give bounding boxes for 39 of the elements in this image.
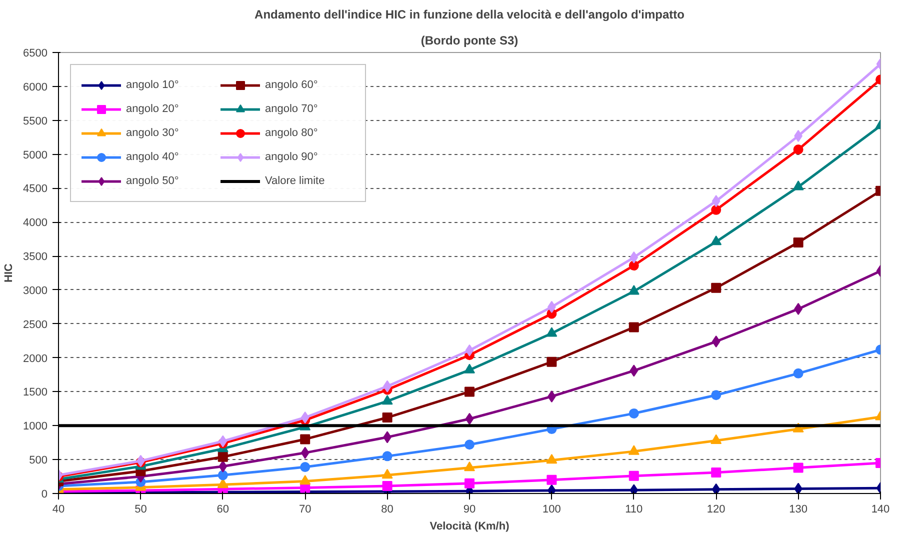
legend-label: Valore limite [265,175,326,187]
y-tick-label: 6500 [23,48,48,60]
y-tick-label: 2000 [23,352,48,365]
x-tick-label: 40 [52,504,65,516]
y-tick-label: 5000 [23,149,48,162]
chart-title: Andamento dell'indice HIC in funzione della velocità e dell'angolo d'impatto [254,8,684,22]
x-tick-label: 130 [789,504,808,516]
x-tick-label: 50 [134,504,147,516]
legend-label: angolo 90° [265,151,319,163]
legend-label: angolo 10° [126,79,180,91]
y-tick-label: 1000 [23,420,48,433]
x-tick-label: 100 [542,504,561,516]
y-tick-label: 500 [29,454,48,467]
legend-label: angolo 30° [126,127,180,139]
legend-label: angolo 40° [126,151,180,163]
legend-label: angolo 50° [126,175,180,187]
x-tick-label: 110 [625,504,643,516]
y-tick-label: 4000 [23,217,48,230]
x-tick-label: 80 [381,504,394,516]
x-tick-label: 140 [871,504,890,516]
legend-label: angolo 80° [265,127,319,139]
y-axis-title: HIC [3,263,16,282]
legend-label: angolo 20° [126,103,180,115]
y-tick-label: 2500 [23,318,48,331]
y-tick-label: 4500 [23,183,48,196]
legend-label: angolo 70° [265,103,319,115]
y-tick-label: 3500 [23,251,48,264]
x-tick-label: 60 [216,504,230,516]
y-tick-label: 3000 [23,284,48,297]
x-tick-label: 70 [298,504,312,516]
y-tick-label: 5500 [23,115,48,128]
chart-subtitle: (Bordo ponte S3) [420,34,518,48]
x-tick-label: 90 [463,504,476,516]
y-tick-label: 1500 [23,386,48,399]
y-tick-label: 6000 [23,81,48,94]
x-tick-label: 120 [706,504,726,516]
x-axis-title: Velocità (Km/h) [430,520,510,532]
y-tick-label: 0 [41,488,48,500]
legend-label: angolo 60° [265,79,319,91]
